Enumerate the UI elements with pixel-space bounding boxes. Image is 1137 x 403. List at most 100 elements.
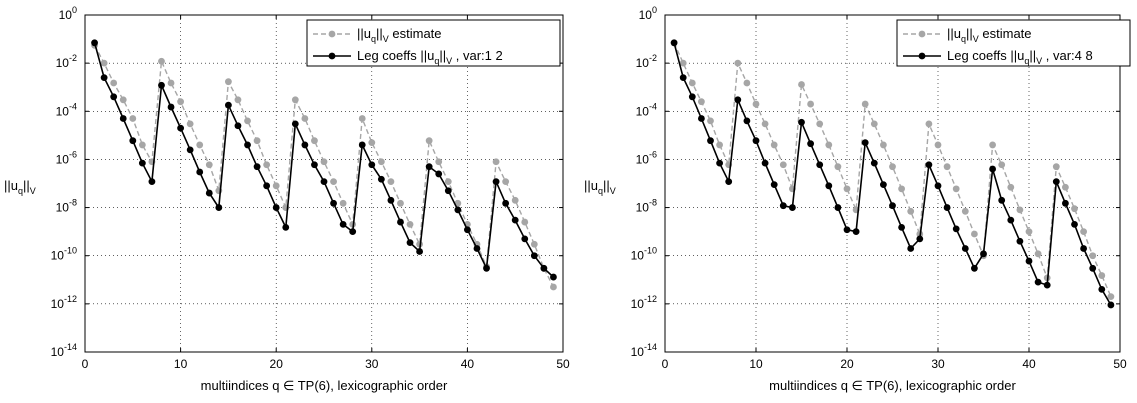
data-point [1080,245,1087,252]
data-point [761,120,769,128]
data-point [148,178,156,185]
data-point [320,178,328,185]
data-point [435,158,443,166]
data-point [816,161,824,169]
series-line-coefficients [673,42,1112,306]
data-point [464,226,471,234]
plot-frame [84,14,564,353]
data-point [158,57,165,65]
y-tick-label: 10-6 [56,149,77,166]
data-point [129,115,137,122]
data-point [925,161,933,169]
series-estimate [91,41,557,291]
y-tick-label: 10-2 [56,53,77,70]
data-point [225,101,232,109]
data-point [716,141,723,149]
data-point [530,252,538,260]
y-tick-label: 10-12 [631,294,657,311]
y-tick-label: 10-14 [631,342,657,359]
data-point [834,204,842,211]
data-point [406,239,414,247]
data-point [898,224,905,231]
data-point [916,235,924,243]
data-point [716,159,723,167]
data-point [843,226,851,234]
data-point [989,165,996,173]
data-point [110,93,118,101]
data-point [1016,237,1024,245]
legend-marker [918,52,926,60]
data-point [177,98,185,106]
data-point [670,39,678,47]
data-point [253,137,261,145]
data-point [779,161,787,169]
legend-entry-label: ||uq||V estimate [357,26,442,44]
legend-marker [328,52,336,60]
data-point [119,115,127,122]
data-point [425,137,433,145]
data-point [807,140,814,148]
x-axis-label: multiindices q ∈ TP(6), lexicographic or… [201,378,448,393]
data-point [870,120,878,128]
legend-entry-label: ||uq||V estimate [947,26,1032,44]
data-point [980,250,987,258]
x-tick-label: 30 [365,357,379,371]
data-point [320,158,328,166]
data-point [473,245,481,252]
data-point [925,120,933,128]
data-point [244,117,251,125]
data-point [454,206,462,214]
data-point [798,118,805,126]
x-tick-label: 50 [1113,357,1127,371]
data-point [825,141,833,149]
data-point [129,137,137,145]
data-point [550,273,557,281]
data-point [952,185,960,193]
data-point [971,230,978,238]
x-axis-label: multiindices q ∈ TP(6), lexicographic or… [769,378,1016,393]
data-point [1034,278,1042,286]
x-tick-label: 0 [662,357,669,371]
y-tick-label: 100 [59,5,77,22]
data-point [880,141,887,149]
data-point [889,202,896,210]
data-point [688,93,696,101]
data-point [330,199,337,207]
y-axis-label: ||uq||V [4,178,36,196]
data-point [368,139,376,147]
data-point [502,199,510,207]
y-tick-label: 10-4 [56,101,77,118]
legend: ||uq||V estimate Leg coeffs ||uq||V , var… [306,19,561,67]
data-point [368,161,376,169]
data-point [358,115,366,122]
data-point [416,248,423,255]
data-point [234,96,242,104]
data-point [1107,293,1115,301]
series-coefficients [91,39,557,281]
data-point [1062,199,1069,207]
data-point [1034,250,1042,258]
data-point [861,100,869,108]
data-point [215,204,223,211]
data-point [943,204,951,211]
y-tick-label: 10-6 [636,149,657,166]
legend-marker [918,30,926,38]
data-point [725,178,733,185]
legend-box [306,19,561,67]
data-point [196,141,204,149]
x-tick-label: 40 [461,357,475,371]
legend-box [896,19,1131,67]
y-tick-label: 10-12 [51,294,77,311]
data-point [870,159,878,167]
data-point [492,158,500,166]
data-point [272,182,280,190]
data-point [707,137,714,145]
data-point [502,178,510,185]
data-point [511,216,519,224]
data-point [707,117,714,125]
data-point [843,185,851,193]
data-point [387,178,395,185]
data-point [244,141,251,149]
y-tick-label: 10-8 [636,198,657,215]
